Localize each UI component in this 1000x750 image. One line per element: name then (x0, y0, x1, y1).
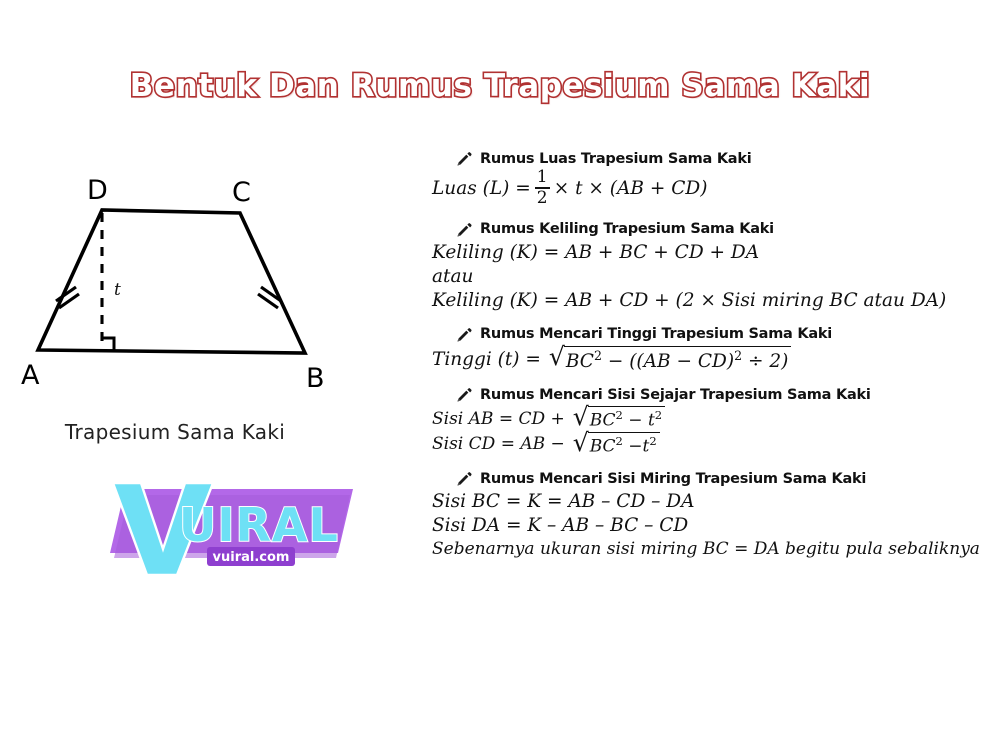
formula-keliling-2: Keliling (K) = AB + CD + (2 × Sisi mirin… (432, 289, 947, 311)
section-title: Rumus Mencari Sisi Miring Trapesium Sama… (480, 470, 867, 487)
formula-sisi-da: Sisi DA = K – AB – BC – CD (432, 515, 689, 537)
radicand-part: −t (622, 436, 650, 457)
formula-keliling-1: Keliling (K) = AB + BC + CD + DA (432, 241, 760, 263)
square-root: √ BC2 −t2 (572, 427, 660, 457)
right-angle-marker (102, 336, 116, 351)
logo-initial-v (111, 481, 215, 577)
section-title: Rumus Keliling Trapesium Sama Kaki (480, 221, 774, 238)
radicand-part: − ((AB − CD) (601, 350, 735, 372)
formula-sisi-cd: Sisi CD = AB − √ BC2 −t2 (432, 427, 1000, 457)
vertex-label-d: D (87, 175, 108, 206)
fraction-bar (534, 187, 550, 189)
radicand: BC2 − t2 (587, 406, 666, 432)
section-title: Rumus Mencari Tinggi Trapesium Sama Kaki (480, 326, 833, 343)
trapezoid-shape (35, 208, 308, 355)
fraction-denominator: 2 (536, 187, 548, 208)
section-luas: Rumus Luas Trapesium Sama Kaki Luas (L) … (432, 150, 1000, 208)
radicand-part: BC (589, 411, 616, 432)
tick-mark-left-leg (55, 285, 80, 310)
section-heading: Rumus Mencari Sisi Miring Trapesium Sama… (432, 470, 1000, 487)
formula-list: Rumus Luas Trapesium Sama Kaki Luas (L) … (432, 150, 1000, 573)
formula-lhs: Luas (L) = (432, 177, 531, 199)
vertex-label-c: C (232, 177, 251, 208)
page-title: Bentuk Dan Rumus Trapesium Sama Kaki (128, 66, 871, 105)
section-sisi-miring: Rumus Mencari Sisi Miring Trapesium Sama… (432, 470, 1000, 560)
formula-lhs: Sisi CD = AB − (432, 434, 565, 455)
formula-lhs: Sisi AB = CD + (432, 409, 565, 430)
formula-note: Sebenarnya ukuran sisi miring BC = DA be… (432, 539, 980, 560)
radicand-exponent: 2 (593, 347, 602, 363)
section-heading: Rumus Luas Trapesium Sama Kaki (432, 150, 1000, 167)
section-tinggi: Rumus Mencari Tinggi Trapesium Sama Kaki… (432, 326, 1000, 374)
radicand-part: BC (589, 436, 616, 457)
section-title: Rumus Mencari Sisi Sejajar Trapesium Sam… (480, 386, 871, 403)
section-heading: Rumus Keliling Trapesium Sama Kaki (432, 221, 1000, 238)
formula-sisi-bc: Sisi BC = K = AB – CD – DA (432, 491, 695, 513)
radical-sign: √ (572, 402, 589, 432)
square-root: √ BC2 − t2 (572, 402, 666, 432)
section-title: Rumus Luas Trapesium Sama Kaki (480, 150, 752, 167)
tick-mark-right-leg (257, 285, 282, 310)
figure-panel: t A B C D Trapesium Sama Kaki UIRAL vuir… (0, 175, 420, 595)
pencil-icon (457, 152, 472, 166)
logo-domain-text: vuiral.com (213, 550, 290, 565)
logo-domain-plate (207, 547, 295, 566)
radicand-exponent: 2 (734, 347, 743, 363)
trapezoid-diagram: t A B C D (21, 175, 325, 394)
pencil-icon (457, 472, 472, 486)
formula-lhs: Tinggi (t) = (432, 348, 541, 370)
formula-sisi-ab: Sisi AB = CD + √ BC2 − t2 (432, 402, 1000, 432)
vuiral-logo: UIRAL vuiral.com (110, 481, 353, 577)
figure-caption: Trapesium Sama Kaki (64, 420, 286, 444)
logo-wordmark: UIRAL (179, 498, 339, 552)
pencil-icon (457, 388, 472, 403)
formula-keliling-atau: atau (432, 265, 474, 287)
vertex-label-a: A (21, 360, 40, 391)
radicand-exponent: 2 (615, 433, 623, 448)
radicand-part: BC (565, 350, 594, 372)
formula-rhs: × t × (AB + CD) (553, 177, 708, 199)
formula-luas: Luas (L) = 1 2 × t × (AB + CD) (432, 167, 1000, 208)
section-heading: Rumus Mencari Sisi Sejajar Trapesium Sam… (432, 386, 1000, 403)
section-heading: Rumus Mencari Tinggi Trapesium Sama Kaki (432, 326, 1000, 343)
radicand-part: ÷ 2) (742, 350, 789, 372)
section-keliling: Rumus Keliling Trapesium Sama Kaki Kelil… (432, 221, 1000, 313)
fraction-one-half: 1 2 (534, 167, 550, 208)
pencil-icon (457, 222, 472, 237)
pencil-icon (457, 327, 472, 342)
radicand-exponent: 2 (649, 433, 657, 448)
formula-tinggi: Tinggi (t) = √ BC2 − ((AB − CD)2 ÷ 2) (432, 341, 1000, 374)
radicand: BC2 −t2 (587, 431, 660, 457)
radicand-exponent: 2 (654, 408, 663, 423)
square-root: √ BC2 − ((AB − CD)2 ÷ 2) (548, 341, 792, 374)
section-sisi-sejajar: Rumus Mencari Sisi Sejajar Trapesium Sam… (432, 386, 1000, 457)
radicand-exponent: 2 (615, 408, 623, 423)
fraction-numerator: 1 (536, 167, 548, 187)
radicand-part: − t (622, 411, 655, 432)
height-label: t (114, 280, 121, 300)
radical-sign: √ (548, 341, 565, 371)
radical-sign: √ (572, 427, 589, 457)
vertex-label-b: B (306, 363, 325, 394)
radicand: BC2 − ((AB − CD)2 ÷ 2) (563, 345, 792, 374)
